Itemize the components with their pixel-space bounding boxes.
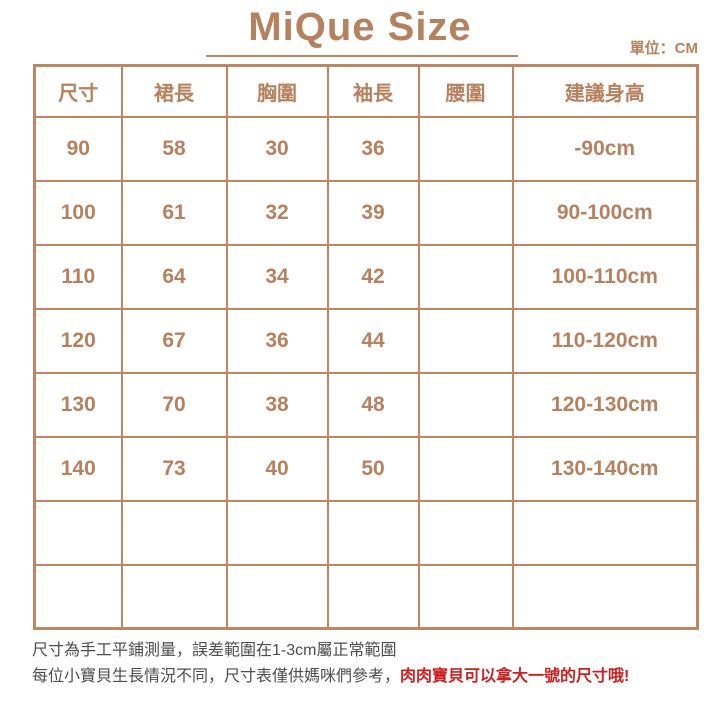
footer-note-2: 每位小寶貝生長情況不同，尺寸表僅供媽咪們參考，肉肉寶貝可以拿大一號的尺寸哦! (32, 664, 692, 690)
table-cell: 30 (225, 115, 329, 182)
table-cell: 130 (33, 371, 123, 438)
table-cell (417, 371, 514, 438)
page-title: MiQue Size (248, 5, 472, 49)
table-cell (417, 435, 514, 502)
table-cell: 120 (33, 307, 123, 374)
table-row: 130 70 38 48 120-130cm (33, 371, 699, 438)
table-row: 120 67 36 44 110-120cm (33, 307, 699, 374)
table-cell: 61 (120, 179, 228, 246)
table-cell: 90-100cm (511, 179, 699, 246)
title-underline (206, 55, 518, 57)
table-cell: 36 (225, 307, 329, 374)
table-cell: 70 (120, 371, 228, 438)
table-cell: 110-120cm (511, 307, 699, 374)
table-cell (326, 563, 420, 630)
table-cell: 38 (225, 371, 329, 438)
table-cell (417, 179, 514, 246)
table-cell (225, 499, 329, 566)
table-cell: 58 (120, 115, 228, 182)
table-header-cell: 腰圍 (417, 64, 514, 118)
table-cell: 73 (120, 435, 228, 502)
table-cell: 39 (326, 179, 420, 246)
table-header-cell: 胸圍 (225, 64, 329, 118)
table-cell: -90cm (511, 115, 699, 182)
table-header-cell: 裙長 (120, 64, 228, 118)
footer-note-2-highlight: 肉肉寶貝可以拿大一號的尺寸哦! (400, 668, 630, 685)
table-cell: 64 (120, 243, 228, 310)
table-header-cell: 袖長 (326, 64, 420, 118)
table-cell (511, 563, 699, 630)
table-row: 100 61 32 39 90-100cm (33, 179, 699, 246)
table-cell: 40 (225, 435, 329, 502)
table-cell (417, 563, 514, 630)
table-cell: 120-130cm (511, 371, 699, 438)
table-cell (120, 499, 228, 566)
table-cell (33, 563, 123, 630)
size-table: 尺寸 裙長 胸圍 袖長 腰圍 建議身高 90 58 30 36 -90cm 100 61 32 39 90-… (33, 64, 699, 630)
table-cell: 100 (33, 179, 123, 246)
table-row (33, 499, 699, 566)
table-cell (326, 499, 420, 566)
table-header-row: 尺寸 裙長 胸圍 袖長 腰圍 建議身高 (33, 64, 699, 118)
table-cell: 100-110cm (511, 243, 699, 310)
table-row: 140 73 40 50 130-140cm (33, 435, 699, 502)
table-row: 90 58 30 36 -90cm (33, 115, 699, 182)
table-cell (417, 115, 514, 182)
table-cell (417, 243, 514, 310)
table-cell: 36 (326, 115, 420, 182)
table-cell: 67 (120, 307, 228, 374)
table-cell (33, 499, 123, 566)
table-row (33, 563, 699, 630)
size-table-body: 90 58 30 36 -90cm 100 61 32 39 90-100cm 110 64 34 42 1… (33, 115, 699, 630)
table-header-cell: 建議身高 (511, 64, 699, 118)
table-header-cell: 尺寸 (33, 64, 123, 118)
footer-note-1: 尺寸為手工平鋪測量，誤差範圍在1-3cm屬正常範圍 (32, 642, 397, 659)
table-cell (417, 307, 514, 374)
table-cell (225, 563, 329, 630)
table-cell: 44 (326, 307, 420, 374)
table-cell: 50 (326, 435, 420, 502)
table-cell: 48 (326, 371, 420, 438)
table-cell: 34 (225, 243, 329, 310)
footer-note-2-text: 每位小寶貝生長情況不同，尺寸表僅供媽咪們參考， (32, 668, 401, 685)
table-cell (511, 499, 699, 566)
table-cell (120, 563, 228, 630)
table-cell: 130-140cm (511, 435, 699, 502)
unit-label: 單位：CM (629, 40, 698, 57)
table-cell: 140 (33, 435, 123, 502)
table-cell: 110 (33, 243, 123, 310)
table-cell: 90 (33, 115, 123, 182)
table-cell: 42 (326, 243, 420, 310)
table-cell (417, 499, 514, 566)
footer-notes: 尺寸為手工平鋪測量，誤差範圍在1-3cm屬正常範圍 每位小寶貝生長情況不同，尺寸… (32, 638, 692, 690)
table-row: 110 64 34 42 100-110cm (33, 243, 699, 310)
size-table-head: 尺寸 裙長 胸圍 袖長 腰圍 建議身高 (33, 64, 699, 118)
table-cell: 32 (225, 179, 329, 246)
